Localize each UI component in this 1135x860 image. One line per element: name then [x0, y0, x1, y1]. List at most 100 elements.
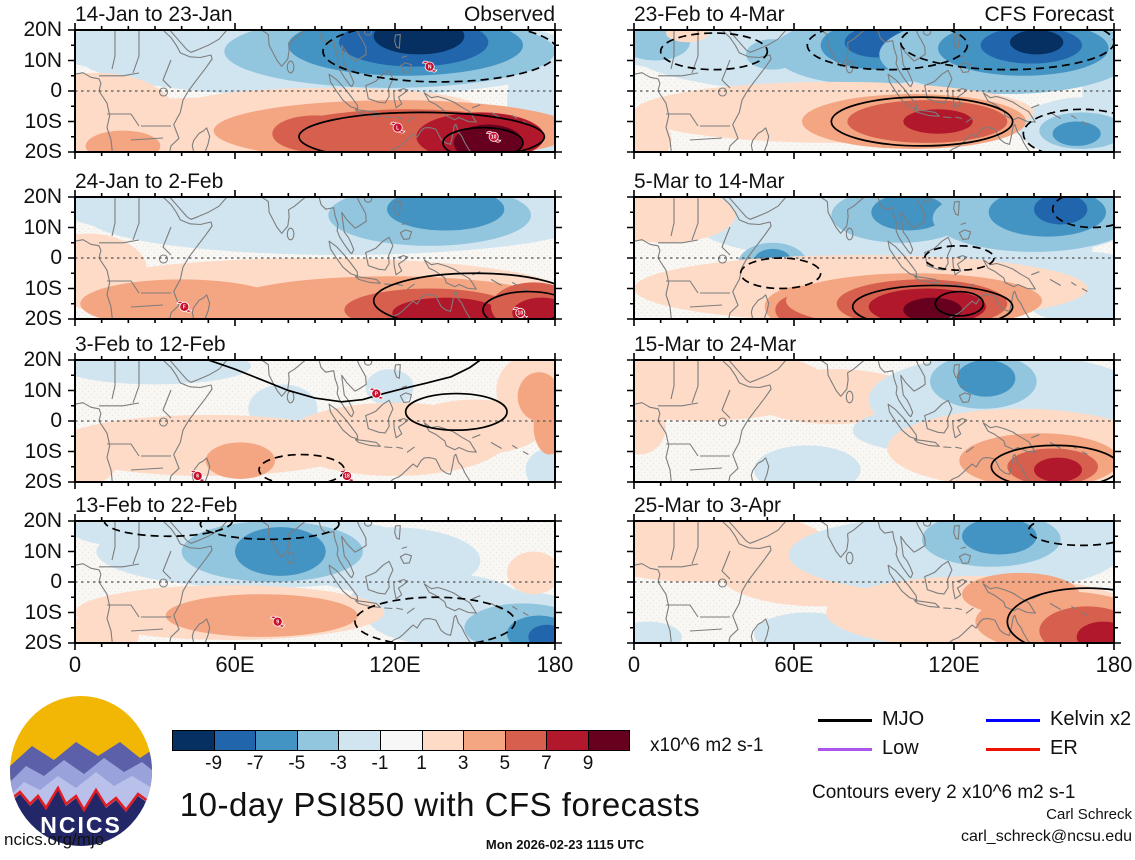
panel-date-range: 13-Feb to 22-Feb	[75, 494, 238, 517]
coastlines	[75, 360, 529, 482]
x-axis-label: 120E	[369, 652, 421, 677]
panel-date-range: 25-Mar to 3-Apr	[634, 494, 782, 517]
svg-text:N: N	[428, 64, 432, 70]
colorbar-cell	[296, 730, 339, 751]
y-axis-label: 10S	[24, 276, 62, 300]
colorbar-tick-label: 9	[582, 753, 594, 774]
colorbar-cell	[213, 730, 256, 751]
x-axis-label: 180	[536, 652, 574, 677]
colorbar-tick-label: -3	[329, 753, 347, 774]
legend-label-mjo: MJO	[882, 708, 925, 730]
panel-title-row: 15-Mar to 24-Mar	[634, 333, 1114, 359]
tropical-cyclone-marker: F	[176, 300, 193, 313]
y-axis-label: 20S	[24, 470, 62, 493]
panel-corner-label: CFS Forecast	[984, 3, 1114, 26]
svg-text:9: 9	[276, 619, 279, 625]
y-axis-label: 20S	[24, 631, 62, 654]
colorbar-tick-label: 5	[499, 753, 511, 774]
map-panel-0: N L 10	[68, 23, 562, 159]
panel-title-row: 3-Feb to 12-Feb	[75, 333, 555, 359]
panel-title-row: 13-Feb to 22-Feb	[75, 494, 555, 520]
ncics-logo: NCICS	[10, 696, 152, 846]
map-panel-6: 9	[68, 514, 562, 650]
coastlines	[75, 521, 529, 643]
panel-date-range: 23-Feb to 4-Mar	[634, 3, 785, 26]
y-axis-label: 20N	[23, 348, 62, 371]
colorbar-tick-label: -5	[288, 753, 306, 774]
colorbar-cell	[379, 730, 422, 751]
coastlines	[634, 197, 1088, 319]
colorbar-cell	[546, 730, 588, 751]
map-panel-4: P 6 18	[68, 353, 562, 489]
panel-title-row: 14-Jan to 23-Jan Observed	[75, 3, 555, 29]
y-axis-label: 0	[50, 409, 62, 432]
y-axis-label: 20N	[23, 509, 62, 532]
x-axis-label: 60E	[774, 652, 814, 677]
y-axis-label: 20S	[24, 307, 62, 330]
colorbar-tick-label: 3	[457, 753, 469, 774]
ncics-logo-art: NCICS	[10, 696, 152, 846]
y-axis-label: 10N	[23, 378, 62, 402]
legend-line-mjo	[818, 719, 872, 722]
y-axis-label: 20S	[24, 140, 62, 163]
coastlines	[634, 30, 1088, 152]
svg-text:10: 10	[491, 135, 497, 141]
svg-text:6: 6	[196, 474, 199, 480]
source-url: ncics.org/mjo	[4, 830, 105, 849]
colorbar-units-label: x10^6 m2 s-1	[650, 735, 764, 756]
colorbar-cell	[255, 730, 297, 751]
x-axis-label: 120E	[928, 652, 980, 677]
colorbar-tick-label: 7	[541, 753, 552, 774]
panel-title-row: 25-Mar to 3-Apr	[634, 494, 1114, 520]
y-axis-label: 10N	[23, 48, 62, 72]
svg-text:P: P	[375, 391, 379, 397]
generation-timestamp: Mon 2026-02-23 1115 UTC	[485, 837, 645, 852]
coastlines	[634, 360, 1088, 482]
figure-title: 10-day PSI850 with CFS forecasts	[179, 786, 701, 823]
tropical-cyclone-marker: N	[421, 60, 438, 73]
legend-label-low: Low	[882, 737, 919, 759]
x-axis-label: 60E	[215, 652, 255, 677]
colorbar-cell	[463, 730, 505, 751]
legend-label-er: ER	[1050, 737, 1078, 759]
y-axis-label: 0	[50, 570, 62, 593]
tropical-cyclone-marker: 9	[269, 615, 286, 628]
colorbar-cell	[172, 730, 214, 751]
colorbar-cell	[587, 730, 630, 751]
y-axis-label: 10S	[24, 600, 62, 624]
y-axis-label: 10S	[24, 439, 62, 463]
panel-date-range: 3-Feb to 12-Feb	[75, 333, 226, 356]
tropical-cyclone-marker: 10	[485, 130, 502, 143]
y-axis-label: 0	[50, 79, 62, 102]
panel-date-range: 24-Jan to 2-Feb	[75, 170, 224, 193]
coastlines	[75, 197, 529, 319]
legend-line-low	[818, 748, 872, 751]
contour-interval-note: Contours every 2 x10^6 m2 s-1	[812, 782, 1076, 803]
map-panel-1	[627, 23, 1121, 159]
map-panel-2: F 10	[68, 190, 562, 326]
x-axis-label: 0	[627, 652, 641, 677]
tropical-cyclone-marker: 18	[339, 470, 355, 482]
colorbar-tick-label: -1	[371, 753, 389, 774]
y-axis-label: 10S	[24, 109, 62, 133]
svg-text:L: L	[396, 125, 399, 131]
x-axis-label: 0	[68, 652, 82, 677]
y-axis-label: 20N	[23, 185, 62, 208]
panel-corner-label: Observed	[463, 3, 555, 26]
coastlines	[75, 30, 529, 152]
y-axis-label: 20N	[23, 18, 62, 41]
legend-line-kelvin	[986, 719, 1040, 722]
panel-title-row: 5-Mar to 14-Mar	[634, 170, 1114, 196]
colorbar-tick-label: -9	[205, 753, 223, 774]
author-email: carl_schreck@ncsu.edu	[961, 828, 1132, 845]
x-axis-label: 180	[1095, 652, 1133, 677]
svg-text:18: 18	[344, 474, 350, 480]
map-panel-7	[627, 514, 1121, 650]
y-axis-label: 0	[50, 246, 62, 269]
panel-title-row: 23-Feb to 4-Mar CFS Forecast	[634, 3, 1114, 29]
svg-text:10: 10	[518, 311, 524, 317]
colorbar	[172, 730, 630, 751]
y-axis-label: 10N	[23, 539, 62, 563]
author-credit: Carl Schreck	[1046, 806, 1132, 823]
